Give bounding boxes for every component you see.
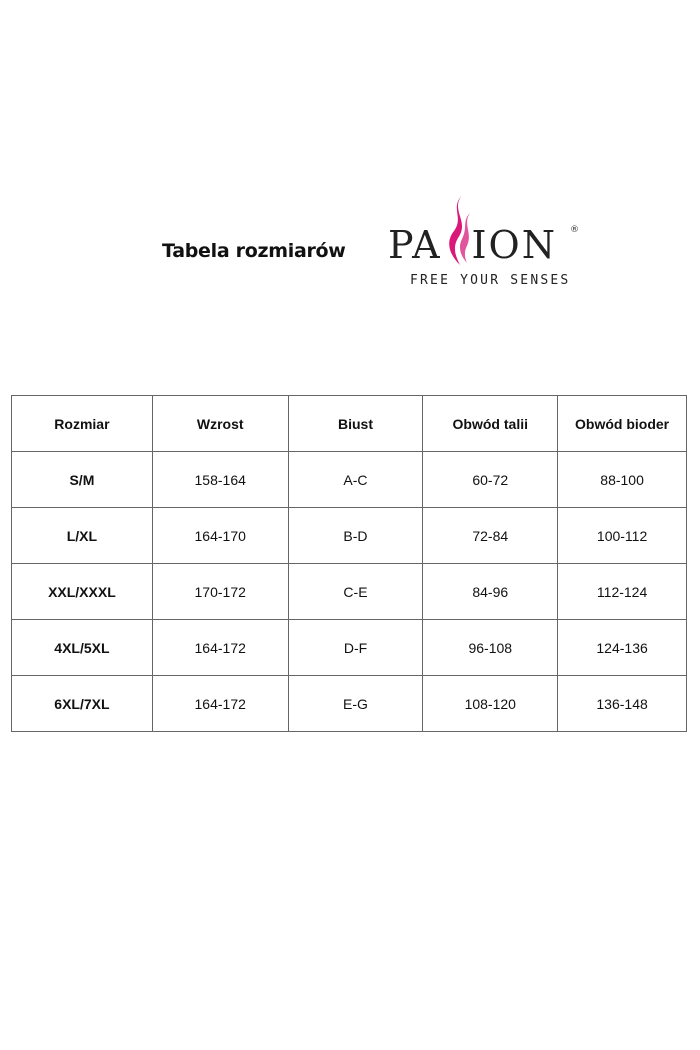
size-cell: 6XL/7XL (11, 675, 153, 732)
flame-icon (449, 195, 470, 265)
header-cell: Obwód bioder (557, 395, 687, 452)
value-cell: 136-148 (557, 675, 687, 732)
value-cell: 84-96 (422, 563, 559, 620)
size-cell: L/XL (11, 507, 153, 564)
table-row: 6XL/7XL 164-172 E-G 108-120 136-148 (11, 675, 687, 732)
value-cell: 158-164 (151, 451, 289, 508)
header-cell: Obwód talii (422, 395, 559, 452)
tagline: FREE YOUR SENSES (410, 273, 571, 288)
table-header-row: Rozmiar Wzrost Biust Obwód talii Obwód b… (11, 395, 687, 452)
header-cell: Rozmiar (11, 395, 153, 452)
value-cell: 164-172 (151, 675, 289, 732)
registered-mark: ® (570, 225, 579, 235)
brand-right: ION (471, 223, 557, 267)
header-cell: Wzrost (151, 395, 289, 452)
value-cell: E-G (287, 675, 424, 732)
page-title: Tabela rozmiarów (162, 240, 346, 262)
size-cell: XXL/XXXL (11, 563, 153, 620)
brand-left: PA (388, 223, 442, 267)
header-cell: Biust (287, 395, 424, 452)
value-cell: 112-124 (557, 563, 687, 620)
value-cell: B-D (287, 507, 424, 564)
value-cell: 124-136 (557, 619, 687, 676)
value-cell: 96-108 (422, 619, 559, 676)
value-cell: 60-72 (422, 451, 559, 508)
table-row: XXL/XXXL 170-172 C-E 84-96 112-124 (11, 563, 687, 620)
value-cell: 164-170 (151, 507, 289, 564)
value-cell: D-F (287, 619, 424, 676)
value-cell: 164-172 (151, 619, 289, 676)
table-row: L/XL 164-170 B-D 72-84 100-112 (11, 507, 687, 564)
table-row: 4XL/5XL 164-172 D-F 96-108 124-136 (11, 619, 687, 676)
size-cell: 4XL/5XL (11, 619, 153, 676)
value-cell: 72-84 (422, 507, 559, 564)
value-cell: A-C (287, 451, 424, 508)
size-table: Rozmiar Wzrost Biust Obwód talii Obwód b… (11, 395, 687, 732)
value-cell: 170-172 (151, 563, 289, 620)
passion-logo: PA ION ® FREE YOUR SENSES (388, 193, 588, 293)
value-cell: 88-100 (557, 451, 687, 508)
brand-name: PA ION (388, 223, 557, 267)
value-cell: 108-120 (422, 675, 559, 732)
table-row: S/M 158-164 A-C 60-72 88-100 (11, 451, 687, 508)
value-cell: C-E (287, 563, 424, 620)
size-cell: S/M (11, 451, 153, 508)
value-cell: 100-112 (557, 507, 687, 564)
